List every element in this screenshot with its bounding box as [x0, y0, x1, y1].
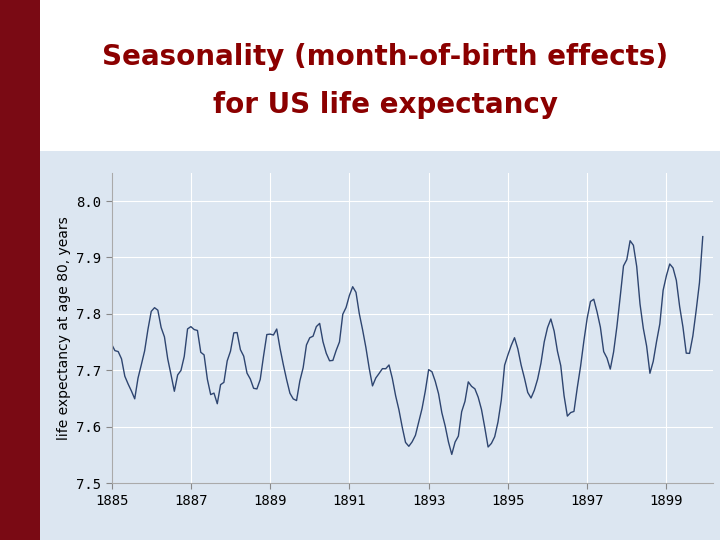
Y-axis label: life expectancy at age 80, years: life expectancy at age 80, years	[56, 216, 71, 440]
Text: Seasonality (month-of-birth effects): Seasonality (month-of-birth effects)	[102, 43, 668, 71]
Text: for US life expectancy: for US life expectancy	[212, 91, 558, 119]
